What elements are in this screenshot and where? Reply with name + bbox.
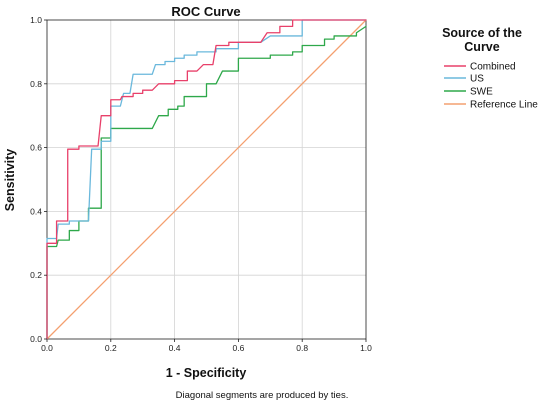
series-line-combined bbox=[46, 19, 367, 340]
x-tick-label: 0.2 bbox=[105, 343, 117, 353]
series-line-us bbox=[46, 19, 367, 340]
y-tick-label: 1.0 bbox=[30, 15, 42, 25]
legend-title-line-1: Source of the bbox=[442, 26, 522, 40]
series-line-swe bbox=[46, 25, 367, 340]
legend-label-swe: SWE bbox=[470, 87, 493, 98]
grid-lines bbox=[47, 20, 366, 339]
y-tick-label: 0.4 bbox=[30, 206, 42, 216]
x-tick-label: 1.0 bbox=[360, 343, 372, 353]
x-tick-label: 0.8 bbox=[296, 343, 308, 353]
x-axis-ticks: 0.0 0.2 0.4 0.6 0.8 1.0 bbox=[41, 339, 372, 353]
legend-item-reference-line: Reference Line bbox=[444, 100, 538, 111]
x-tick-label: 0.6 bbox=[232, 343, 244, 353]
y-tick-label: 0.6 bbox=[30, 143, 42, 153]
footnote: Diagonal segments are produced by ties. bbox=[176, 390, 349, 401]
plot-area-border bbox=[46, 19, 367, 340]
series-lines bbox=[46, 19, 367, 340]
chart-title: ROC Curve bbox=[171, 4, 240, 19]
y-tick-label: 0.8 bbox=[30, 79, 42, 89]
legend-label-reference-line: Reference Line bbox=[470, 100, 538, 111]
legend-label-us: US bbox=[470, 74, 484, 85]
legend-item-combined: Combined bbox=[444, 62, 516, 73]
x-axis-label: 1 - Specificity bbox=[166, 366, 247, 380]
y-axis-label: Sensitivity bbox=[3, 149, 17, 212]
y-axis-ticks: 0.0 0.2 0.4 0.6 0.8 1.0 bbox=[30, 15, 47, 344]
y-tick-label: 0.2 bbox=[30, 270, 42, 280]
legend-title-line-2: Curve bbox=[464, 40, 499, 54]
x-tick-label: 0.4 bbox=[169, 343, 181, 353]
legend-item-swe: SWE bbox=[444, 87, 493, 98]
x-tick-label: 0.0 bbox=[41, 343, 53, 353]
y-tick-label: 0.0 bbox=[30, 334, 42, 344]
legend-label-combined: Combined bbox=[470, 62, 516, 73]
series-line-reference-line bbox=[46, 19, 367, 340]
legend-item-us: US bbox=[444, 74, 484, 85]
